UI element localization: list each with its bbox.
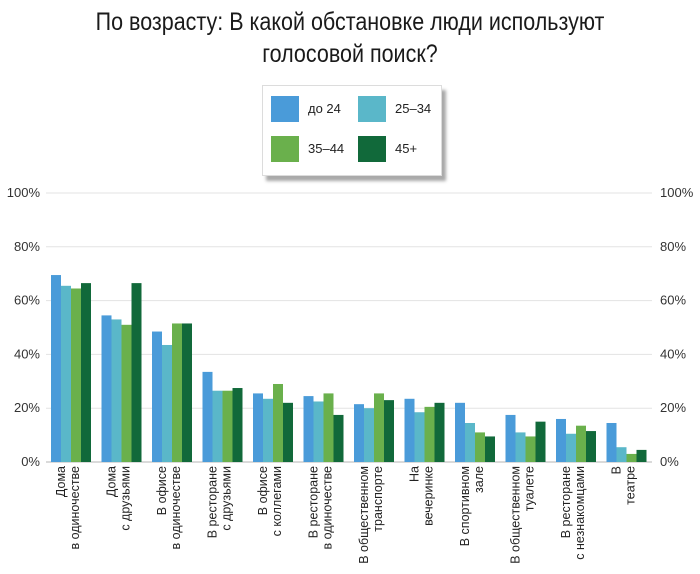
bar: [465, 422, 475, 462]
x-tick-label: В ресторане: [206, 466, 220, 538]
bar: [556, 418, 566, 462]
x-tick-label: В ресторане: [307, 466, 321, 538]
legend-label-under-24: до 24: [308, 101, 341, 116]
bar: [283, 402, 293, 462]
legend-swatch-35-44: [271, 136, 299, 162]
y-tick-label-left: 40%: [14, 346, 40, 361]
bar: [323, 393, 334, 462]
bar: [182, 323, 192, 462]
y-tick-label-left: 20%: [14, 400, 40, 415]
bar: [333, 414, 344, 462]
y-tick-label-left: 100%: [7, 185, 41, 200]
bar: [71, 288, 81, 462]
bar: [566, 433, 576, 462]
y-tick-label-left: 0%: [21, 454, 40, 469]
x-tick-label: с друзьями: [119, 466, 133, 531]
y-tick-label-right: 100%: [660, 185, 694, 200]
bar: [101, 315, 112, 462]
chart-title-line-1: По возрасту: В какой обстановке люди исп…: [95, 8, 605, 36]
bar: [172, 323, 182, 462]
bar: [273, 383, 283, 462]
bar: [475, 432, 485, 462]
bar: [121, 324, 132, 462]
x-tick-label: зале: [472, 466, 486, 493]
bar: [81, 283, 91, 462]
x-tick-label: в одиночестве: [321, 466, 335, 550]
x-tick-label: В: [610, 466, 624, 474]
bar: [152, 331, 162, 462]
x-tick-label: вечеринке: [422, 466, 436, 526]
bar: [525, 436, 536, 462]
bar: [232, 388, 243, 462]
x-tick-label: В общественном: [357, 466, 371, 564]
bar: [485, 436, 495, 462]
x-tick-label: театре: [624, 466, 638, 505]
bar: [505, 414, 516, 462]
bar: [626, 453, 637, 462]
bar: [606, 422, 617, 462]
bar: [303, 396, 314, 462]
bar: [212, 390, 223, 462]
bar: [263, 398, 273, 462]
bar: [61, 285, 71, 462]
bar: [222, 390, 233, 462]
bar: [424, 406, 435, 462]
x-tick-label: с друзьями: [220, 466, 234, 531]
bar: [414, 412, 425, 462]
x-tick-label: в одиночестве: [68, 466, 82, 550]
bar: [253, 393, 263, 462]
bar: [51, 275, 61, 462]
y-tick-label-right: 20%: [660, 400, 686, 415]
x-tick-label: На: [408, 466, 422, 482]
x-tick-label: В общественном: [509, 466, 523, 564]
chart-legend: до 24 25–34 35–44 45+: [262, 85, 442, 176]
x-tick-label: транспорте: [371, 466, 385, 532]
y-tick-label-left: 60%: [14, 293, 40, 308]
legend-swatch-45-plus: [358, 136, 386, 162]
bar: [434, 402, 445, 462]
bar: [515, 432, 526, 462]
bar: [111, 319, 122, 462]
bar: [455, 402, 465, 462]
bar: [586, 431, 596, 462]
legend-label-25-34: 25–34: [395, 101, 432, 116]
bar: [576, 425, 586, 462]
y-tick-label-right: 40%: [660, 346, 686, 361]
x-tick-label: В спортивном: [458, 466, 472, 546]
bar: [354, 404, 364, 462]
x-tick-label: В офисе: [155, 466, 169, 515]
legend-swatch-under-24: [271, 96, 299, 122]
x-tick-label: с коллегами: [270, 466, 284, 536]
bar: [313, 401, 324, 462]
legend-label-45-plus: 45+: [395, 141, 418, 156]
y-tick-label-right: 60%: [660, 293, 686, 308]
bar: [636, 449, 647, 462]
bar: [374, 393, 384, 462]
x-tick-label: Дома: [54, 466, 68, 497]
y-tick-label-left: 80%: [14, 239, 40, 254]
chart-title: По возрасту: В какой обстановке люди исп…: [49, 6, 651, 70]
y-tick-label-right: 80%: [660, 239, 686, 254]
x-tick-label: В офисе: [256, 466, 270, 515]
x-tick-label: в одиночестве: [169, 466, 183, 550]
bar: [202, 371, 213, 462]
x-tick-label: туалете: [523, 466, 537, 511]
bar: [364, 408, 374, 462]
bar: [404, 398, 415, 462]
bar: [162, 344, 172, 462]
bar: [535, 421, 546, 462]
x-tick-label: Дома: [105, 466, 119, 497]
legend-swatch-25-34: [358, 96, 386, 122]
chart-title-line-2: голосовой поиск?: [262, 40, 438, 68]
x-tick-label: с незнакомцами: [573, 466, 587, 560]
bar: [616, 447, 627, 462]
legend-label-35-44: 35–44: [308, 141, 345, 156]
y-tick-label-right: 0%: [660, 454, 679, 469]
bar: [131, 283, 142, 462]
bar: [384, 400, 394, 462]
x-tick-label: В ресторане: [559, 466, 573, 538]
